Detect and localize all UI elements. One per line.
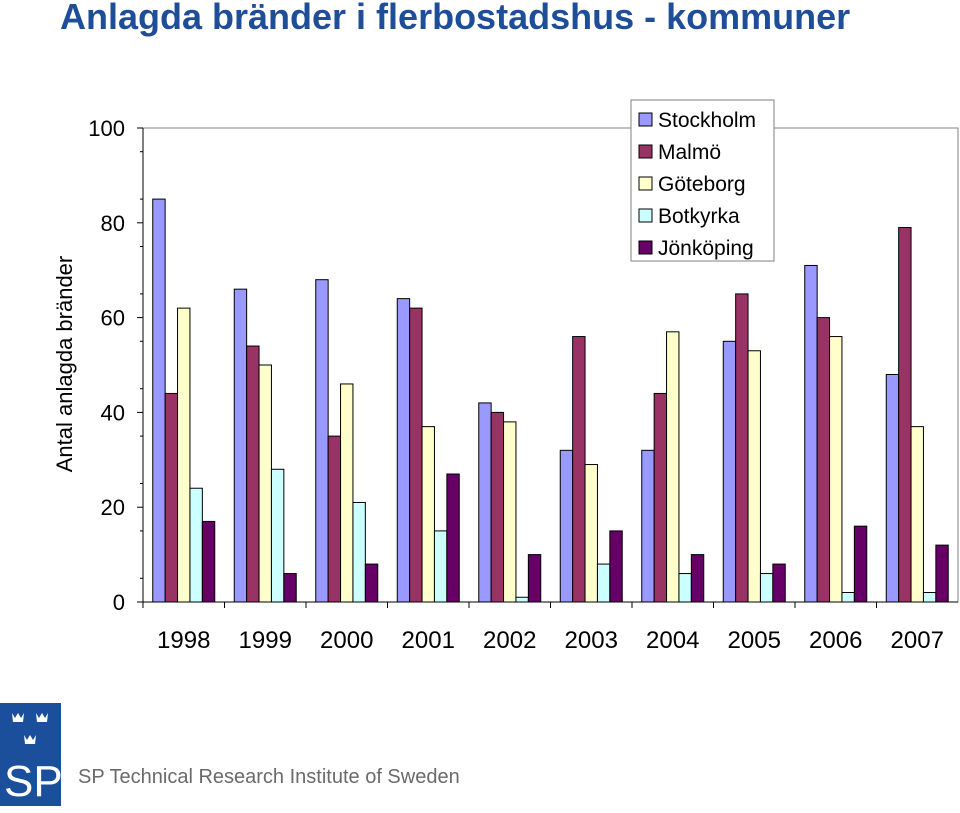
bar (816, 317, 831, 603)
bar (935, 544, 949, 603)
bar (258, 364, 272, 603)
legend-entry: Botkyrka (658, 205, 740, 228)
bar (747, 350, 761, 603)
bar (327, 435, 342, 603)
bar (653, 392, 668, 603)
x-tick-label: 1999 (239, 627, 292, 654)
bar (421, 426, 435, 603)
bar (678, 573, 692, 603)
sp-logo: SP (0, 703, 63, 806)
legend-swatch (638, 176, 653, 191)
organization-name: SP Technical Research Institute of Swede… (78, 766, 460, 788)
bar (641, 449, 655, 603)
bar (246, 345, 260, 603)
bar (409, 307, 423, 603)
y-tick-label: 100 (88, 116, 125, 141)
crown-icon: SP (4, 713, 63, 806)
bar (772, 563, 786, 603)
bar (433, 530, 448, 603)
x-tick-label: 2000 (320, 627, 373, 654)
bar (152, 198, 166, 603)
y-axis-label: Antal anlagda bränder (52, 256, 77, 473)
bar (478, 402, 492, 603)
y-tick-label: 60 (101, 306, 125, 331)
bar (559, 449, 574, 603)
bar (527, 554, 542, 603)
bar (898, 227, 912, 603)
bar (572, 336, 586, 603)
x-tick-label: 2003 (565, 627, 618, 654)
bar (885, 373, 900, 603)
bar (804, 264, 818, 603)
x-tick-label: 2006 (809, 627, 862, 654)
bar (503, 421, 517, 603)
bar (910, 426, 924, 603)
logo-letters: SP (4, 757, 61, 806)
y-tick-label: 80 (101, 211, 125, 236)
x-tick-label: 2001 (402, 627, 455, 654)
bar (609, 530, 623, 603)
bar (735, 293, 749, 603)
y-tick-label: 0 (113, 590, 125, 615)
bar (853, 525, 868, 603)
bar (340, 383, 354, 603)
bar (396, 298, 411, 603)
bar (352, 501, 366, 603)
bar (759, 573, 774, 603)
x-tick-label: 2002 (483, 627, 536, 654)
x-tick-label: 1998 (157, 627, 210, 654)
bar (829, 336, 843, 603)
bar (515, 596, 529, 603)
bar (596, 563, 611, 603)
bar (189, 487, 203, 603)
bar (446, 473, 460, 603)
bar (283, 573, 297, 603)
legend-entry: Göteborg (658, 173, 746, 196)
bar (270, 468, 285, 603)
bar (584, 464, 598, 603)
y-tick-label: 20 (101, 495, 125, 520)
x-tick-label: 2007 (891, 627, 944, 654)
bar (364, 563, 379, 603)
bar (922, 592, 937, 603)
bar (490, 411, 505, 603)
legend-swatch (638, 112, 653, 127)
legend-entry: Malmö (658, 141, 721, 164)
legend-box (630, 99, 775, 262)
page-title: Anlagda bränder i flerbostadshus - kommu… (60, 0, 851, 37)
bar (841, 592, 855, 603)
legend-swatch (638, 240, 653, 255)
legend-swatch (638, 144, 653, 159)
y-tick-label: 40 (101, 400, 125, 425)
bar (233, 288, 248, 603)
bar (177, 307, 191, 603)
bar (315, 279, 329, 603)
bar (722, 340, 737, 603)
x-tick-label: 2005 (728, 627, 781, 654)
x-tick-label: 2004 (646, 627, 699, 654)
bar (690, 554, 705, 603)
legend-swatch (638, 208, 653, 223)
bar (201, 520, 216, 603)
bar (164, 392, 179, 603)
bar-chart: 0 20 40 60 80 100 Antal anlagda bränder 1998 199… (52, 99, 959, 654)
bar (666, 331, 680, 603)
legend-entry: Stockholm (658, 109, 756, 132)
legend-entry: Jönköping (658, 237, 754, 260)
